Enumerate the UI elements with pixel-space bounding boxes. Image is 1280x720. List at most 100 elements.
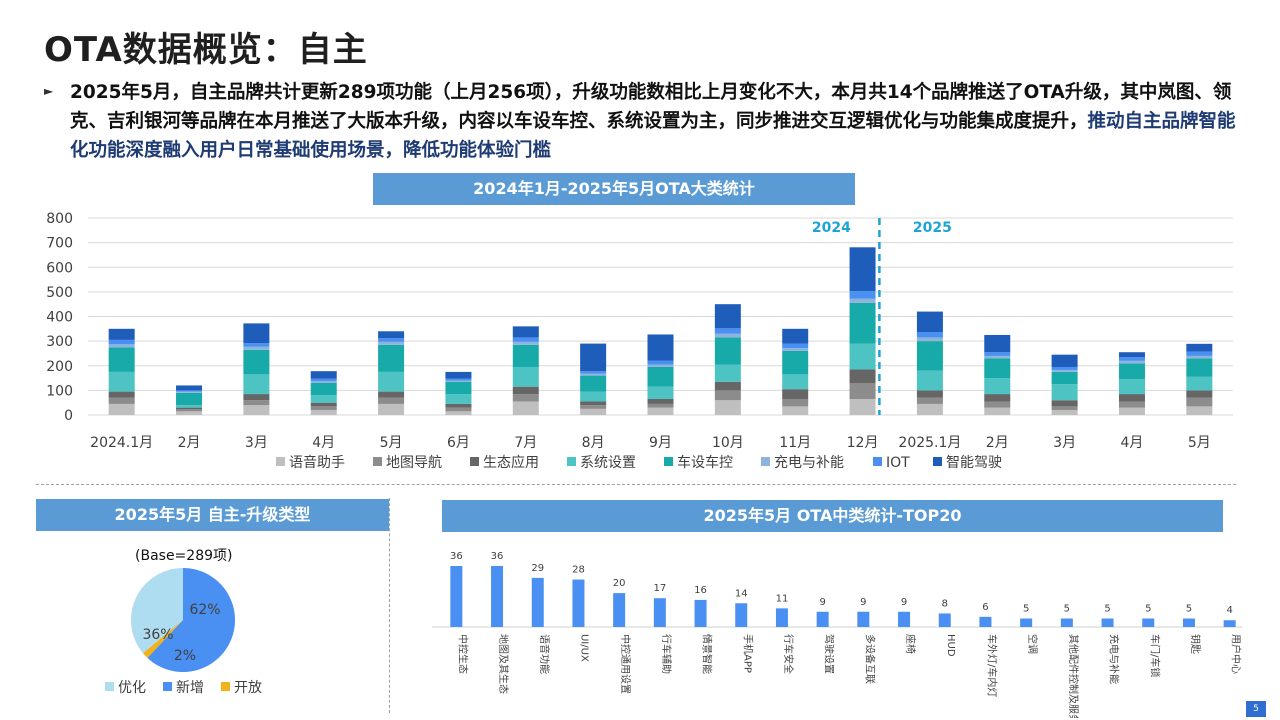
legend-swatch xyxy=(873,457,882,466)
bar-segment xyxy=(1118,360,1145,364)
bar-segment xyxy=(1186,351,1213,356)
bar-segment xyxy=(1118,379,1145,395)
bar-segment xyxy=(984,378,1011,395)
x-tick-label: 9月 xyxy=(649,435,672,451)
top20-category-label: 多设备互联 xyxy=(863,634,876,684)
bar-segment xyxy=(1118,394,1145,402)
bar-segment xyxy=(647,407,674,415)
pie-legend-label: 优化 xyxy=(118,680,146,696)
bar-segment xyxy=(849,343,876,370)
top20-bar xyxy=(613,593,626,627)
top20-category-label: 手机APP xyxy=(741,634,754,673)
top20-value-label: 5 xyxy=(1145,604,1151,615)
bar-segment xyxy=(378,331,405,339)
bar-segment xyxy=(1051,354,1078,367)
bar-segment xyxy=(714,328,741,334)
bar-segment xyxy=(445,380,472,382)
top20-category-label: HUD xyxy=(945,634,956,657)
bar-segment xyxy=(984,355,1011,359)
bar-segment xyxy=(916,397,943,404)
x-tick-label: 10月 xyxy=(712,435,744,451)
top20-value-label: 29 xyxy=(531,563,544,574)
bar-segment xyxy=(243,346,270,350)
legend-swatch xyxy=(276,457,285,466)
top20-value-label: 6 xyxy=(982,602,988,613)
legend-label: 生态应用 xyxy=(483,454,539,471)
section-divider-horizontal xyxy=(36,484,1236,485)
bar-segment xyxy=(782,398,809,407)
top20-value-label: 5 xyxy=(1186,604,1192,615)
bar-segment xyxy=(1051,400,1078,407)
top20-bar xyxy=(775,608,788,627)
top20-bar xyxy=(572,579,585,627)
pie-legend-swatch xyxy=(163,682,172,691)
legend-swatch xyxy=(567,457,576,466)
legend-label: 车设车控 xyxy=(677,454,733,471)
pie-data-label: 2% xyxy=(174,648,196,664)
bar-segment xyxy=(782,389,809,399)
legend-swatch xyxy=(664,457,673,466)
bar-segment xyxy=(108,344,135,348)
top20-bar xyxy=(816,611,829,627)
bar-segment xyxy=(512,341,539,345)
bar-segment xyxy=(916,311,943,333)
top20-value-label: 17 xyxy=(653,583,666,594)
bar-segment xyxy=(849,291,876,299)
top20-category-label: 中控生态 xyxy=(456,634,469,674)
bar-segment xyxy=(512,344,539,367)
y-tick-label: 200 xyxy=(46,359,73,375)
bar-segment xyxy=(916,390,943,398)
top20-category-label: 行车辅助 xyxy=(660,634,673,674)
bullet-icon: ► xyxy=(44,84,54,98)
bar-segment xyxy=(580,373,607,376)
x-tick-label: 2025.1月 xyxy=(898,435,961,451)
bar-segment xyxy=(714,304,741,329)
x-tick-label: 2月 xyxy=(986,435,1009,451)
bar-segment xyxy=(984,334,1011,353)
y-tick-label: 500 xyxy=(46,285,73,301)
pie-slice xyxy=(130,568,183,654)
x-tick-label: 4月 xyxy=(312,435,335,451)
bar-segment xyxy=(714,364,741,382)
bar-segment xyxy=(445,407,472,412)
bar-segment xyxy=(714,337,741,365)
bar-segment xyxy=(984,394,1011,402)
bar-segment xyxy=(849,302,876,344)
bar-segment xyxy=(782,406,809,415)
summary-part-1: 2025年5月，自主品牌共计更新289项功能（上月256项），升级功能数相比上月… xyxy=(70,82,1232,132)
bar-segment xyxy=(176,411,203,415)
bar-segment xyxy=(243,405,270,415)
bar-segment xyxy=(849,398,876,415)
top20-bar xyxy=(450,566,463,627)
section-divider-vertical xyxy=(389,498,390,713)
bar-segment xyxy=(445,378,472,381)
bar-segment xyxy=(647,360,674,365)
top20-category-label: 其他配件控制及服务 xyxy=(1067,634,1080,718)
bar-segment xyxy=(714,333,741,338)
legend-swatch xyxy=(761,457,770,466)
legend-label: 充电与补能 xyxy=(774,455,844,471)
bar-segment xyxy=(243,374,270,395)
top20-bar xyxy=(653,598,666,627)
bar-segment xyxy=(1118,357,1145,361)
legend-swatch xyxy=(470,457,479,466)
bar-segment xyxy=(108,347,135,372)
bar-segment xyxy=(782,343,809,349)
bar-segment xyxy=(512,337,539,342)
top20-category-label: 空调 xyxy=(1026,634,1039,654)
y-tick-label: 0 xyxy=(64,408,73,424)
bar-segment xyxy=(176,407,203,410)
bar-segment xyxy=(310,371,337,379)
summary-text: 2025年5月，自主品牌共计更新289项功能（上月256项），升级功能数相比上月… xyxy=(70,78,1245,165)
bar-segment xyxy=(647,364,674,367)
bar-segment xyxy=(714,381,741,391)
bar-segment xyxy=(378,341,405,345)
top20-bar xyxy=(857,611,870,627)
bar-segment xyxy=(580,371,607,374)
main-stacked-bar-chart: 0 100 200 300 400 500 600 700 800 2024.1月 2月 3月 4月 5月… xyxy=(46,211,1233,471)
top20-value-label: 9 xyxy=(819,597,825,608)
legend-label: 系统设置 xyxy=(580,455,636,471)
bar-segment xyxy=(1186,343,1213,352)
top20-value-label: 36 xyxy=(491,551,504,562)
bar-segment xyxy=(916,341,943,371)
